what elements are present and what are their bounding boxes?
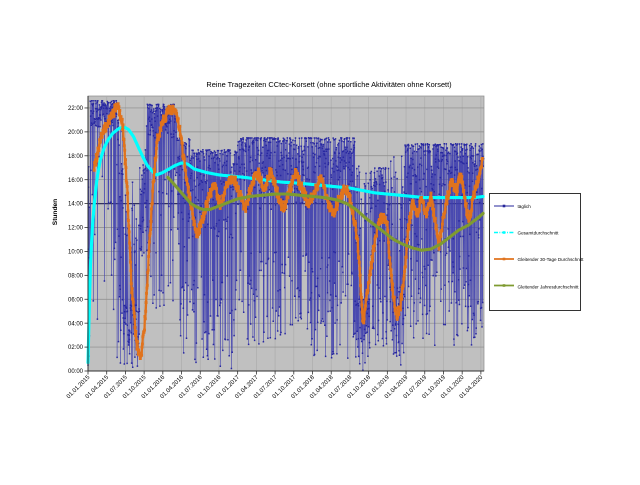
30day-average-marker-sample	[502, 257, 506, 261]
legend-item-30day-average: Gleitender 30-Tage Durchschnitt	[494, 257, 584, 262]
legend-label-overall-average: Gesamtdurchschnitt	[518, 230, 560, 235]
legend: täglich Gesamtdurchschnitt Gleitender 30…	[489, 193, 584, 311]
y-tick-label: 16:00	[68, 178, 84, 184]
y-axis-title: Stunden	[52, 199, 59, 225]
legend-item-daily: täglich	[494, 204, 531, 209]
y-tick-label: 22:00	[68, 106, 84, 112]
legend-box	[489, 193, 581, 311]
legend-label-daily: täglich	[518, 204, 532, 209]
legend-label-30day-average: Gleitender 30-Tage Durchschnitt	[518, 257, 585, 262]
yearly-average-line	[166, 175, 485, 252]
y-tick-label: 14:00	[68, 202, 84, 208]
overall-average-marker-sample	[502, 231, 506, 234]
y-tick-label: 08:00	[68, 273, 84, 279]
y-tick-label: 10:00	[68, 250, 84, 256]
legend-item-yearly-average: Gleitender Jahresdurchschnitt	[494, 284, 579, 289]
yearly-average-marker-sample	[502, 284, 506, 287]
y-tick-label: 00:00	[68, 369, 84, 375]
daily-marker-sample	[502, 204, 506, 208]
y-tick-label: 20:00	[68, 130, 84, 136]
y-tick-label: 18:00	[68, 154, 84, 160]
series-layer	[86, 100, 485, 371]
y-tick-label: 06:00	[68, 297, 84, 303]
axes	[84, 96, 484, 375]
legend-label-yearly-average: Gleitender Jahresdurchschnitt	[518, 284, 580, 289]
y-tick-label: 04:00	[68, 321, 84, 327]
chart-title: Reine Tragezeiten CCtec-Korsett (ohne sp…	[206, 80, 451, 89]
y-tick-label: 02:00	[68, 345, 84, 351]
legend-item-overall-average: Gesamtdurchschnitt	[494, 230, 559, 235]
daily-series-line	[87, 100, 484, 371]
y-tick-label: 12:00	[68, 226, 84, 232]
